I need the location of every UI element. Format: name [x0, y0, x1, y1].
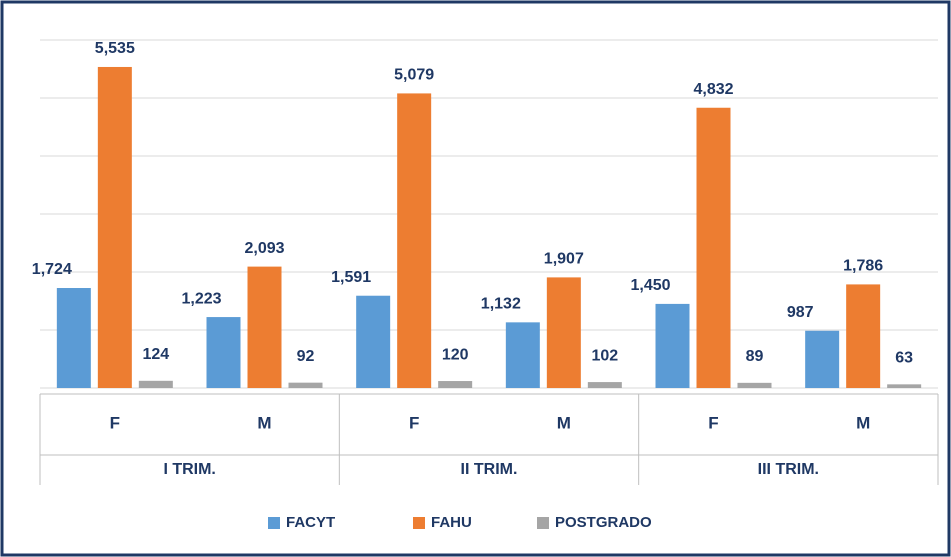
- data-label: 1,223: [181, 290, 221, 307]
- data-label: 89: [746, 348, 764, 365]
- data-label: 987: [787, 304, 814, 321]
- data-label: 2,093: [244, 240, 284, 257]
- x-tick-label: F: [708, 413, 718, 432]
- data-label: 1,724: [32, 261, 72, 278]
- data-label: 120: [442, 346, 469, 363]
- data-label: 5,535: [95, 40, 135, 57]
- bar: [56, 288, 91, 388]
- data-label: 1,907: [544, 251, 584, 268]
- bar: [655, 303, 690, 388]
- data-label: 5,079: [394, 67, 434, 84]
- x-tick-label: F: [409, 413, 419, 432]
- bar: [846, 284, 881, 388]
- legend-swatch: [537, 517, 549, 529]
- bar: [887, 384, 922, 388]
- bar: [288, 382, 323, 388]
- bar: [805, 330, 840, 388]
- x-tick-label: F: [110, 413, 120, 432]
- bar: [138, 380, 173, 388]
- legend-label: FACYT: [286, 514, 335, 531]
- bar: [356, 295, 391, 388]
- data-label: 102: [591, 347, 618, 364]
- bar: [206, 317, 241, 388]
- bar: [247, 266, 282, 388]
- bar: [397, 93, 432, 388]
- bar: [696, 107, 731, 388]
- legend-swatch: [268, 517, 280, 529]
- data-label: 1,786: [843, 258, 883, 275]
- bar: [438, 381, 473, 388]
- bar: [546, 277, 581, 388]
- data-label: 124: [142, 346, 169, 363]
- data-label: 63: [895, 350, 913, 367]
- x-tick-label: M: [257, 413, 271, 432]
- bar: [737, 382, 772, 388]
- data-label: 1,132: [481, 296, 521, 313]
- data-label: 4,832: [693, 81, 733, 98]
- data-label: 92: [297, 348, 315, 365]
- x-tick-label: M: [856, 413, 870, 432]
- group-label: III TRIM.: [758, 461, 819, 478]
- group-label: II TRIM.: [461, 461, 518, 478]
- legend-label: POSTGRADO: [555, 514, 652, 531]
- data-label: 1,591: [331, 269, 371, 286]
- bar: [97, 66, 132, 388]
- data-label: 1,450: [630, 277, 670, 294]
- x-tick-label: M: [557, 413, 571, 432]
- legend-swatch: [413, 517, 425, 529]
- legend-label: FAHU: [431, 514, 472, 531]
- bar: [505, 322, 540, 388]
- group-label: I TRIM.: [163, 461, 215, 478]
- bar: [587, 382, 622, 388]
